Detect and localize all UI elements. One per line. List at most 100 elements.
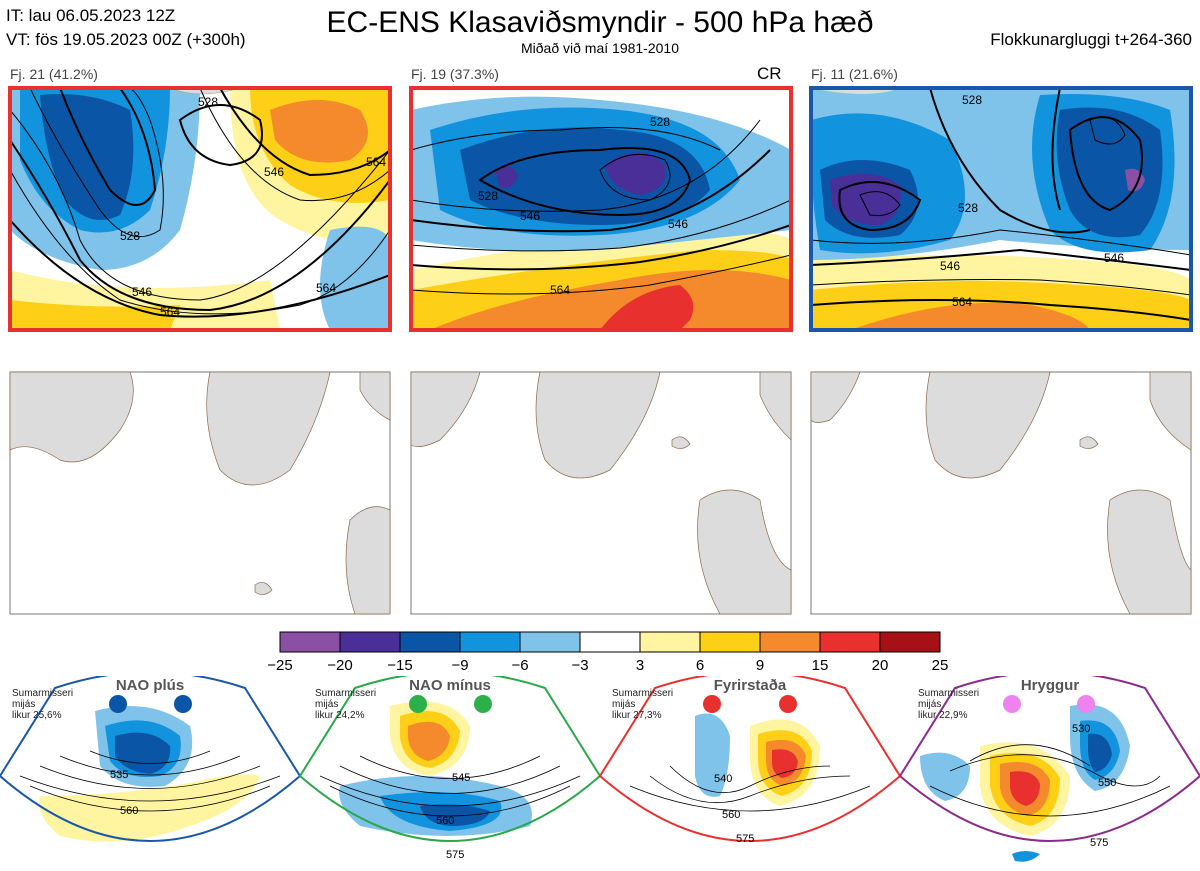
valid-time: VT: fös 19.05.2023 00Z (+300h)	[6, 30, 246, 49]
contour-label: 575	[446, 849, 464, 861]
regime-1-title: NAO plús	[115, 677, 185, 694]
colorbar-bin	[879, 631, 941, 653]
colorbar-tick-label: 6	[696, 657, 704, 674]
contour-label: 528	[198, 95, 218, 109]
classification-window: Flokkunargluggi t+264-360	[990, 30, 1192, 49]
contour-label: 564	[550, 283, 570, 297]
colorbar-bin	[759, 631, 821, 653]
colorbar-tick-label: −6	[511, 657, 528, 674]
colorbar-bin	[519, 631, 581, 653]
contour-label: 545	[452, 772, 470, 784]
cluster-maps: 528 546 564 564 546 528 564 528 528	[8, 86, 1193, 615]
colorbar-bin	[699, 631, 761, 653]
colorbar-tick-label: −9	[451, 657, 468, 674]
page-title: EC-ENS Klasaviðsmyndir - 500 hPa hæð	[326, 6, 874, 39]
contour-label: 564	[952, 295, 972, 309]
contour-label: 564	[366, 155, 386, 169]
regime-info-line: mijás	[315, 699, 339, 710]
contour-label: 560	[436, 815, 454, 827]
cluster-map-2: 528 528 546 546 564	[411, 88, 791, 330]
colorbar-tick-label: 15	[812, 657, 829, 674]
contour-label: 575	[1090, 837, 1108, 849]
regime-info-line: likur 27,3%	[612, 710, 662, 721]
contour-label: 546	[668, 217, 688, 231]
contour-label: 528	[962, 93, 982, 107]
contour-label: 546	[264, 165, 284, 179]
colorbar-tick-label: 25	[932, 657, 949, 674]
panel-2-label: Fj. 19 (37.3%)	[411, 66, 499, 82]
panel-1-border	[8, 86, 392, 332]
regime-3-dot-right	[779, 695, 797, 713]
colorbar-tick-label: −15	[387, 657, 412, 674]
panel-2-border	[409, 86, 793, 332]
colorbar-tick-label: 3	[636, 657, 644, 674]
colorbar-tick-label: −25	[267, 657, 292, 674]
contour-label: 528	[478, 189, 498, 203]
regime-1-dot-right	[174, 695, 192, 713]
page-subtitle: Miðað við maí 1981-2010	[521, 40, 679, 56]
regime-info-line: likur 24,2%	[315, 710, 365, 721]
colorbar-tick-label: 20	[872, 657, 889, 674]
regime-info-line: likur 22,9%	[918, 710, 968, 721]
regime-info-line: Sumarmisseri	[612, 688, 674, 699]
regime-diagrams: 535 560 545 560 575 540	[0, 676, 1200, 862]
header-info: IT: lau 06.05.2023 12Z VT: fös 19.05.202…	[6, 4, 246, 52]
contour-label: 535	[110, 769, 128, 781]
colorbar-bin	[459, 631, 521, 653]
contour-label: 530	[1072, 723, 1090, 735]
contour-label: 564	[316, 281, 336, 295]
cluster-map-3: 528 528 546 546 564	[811, 88, 1191, 330]
contour-label: 560	[120, 805, 138, 817]
empty-map-2	[410, 371, 792, 615]
regime-info-line: mijás	[918, 699, 942, 710]
regime-4-dot-right	[1077, 695, 1095, 713]
colorbar-bin	[399, 631, 461, 653]
colorbar-bin	[819, 631, 881, 653]
empty-map-1	[9, 371, 391, 615]
regime-info-line: Sumarmisseri	[12, 688, 74, 699]
contour-label: 564	[160, 305, 180, 319]
contour-label: 540	[714, 773, 732, 785]
contour-label: 546	[940, 259, 960, 273]
contour-label: 528	[650, 115, 670, 129]
contour-label: 546	[1104, 251, 1124, 265]
colorbar-bin	[639, 631, 701, 653]
regime-3-title: Fyrirstaða	[713, 677, 787, 694]
regime-nao-plus: 535 560	[0, 676, 302, 842]
panel-2-tag: CR	[757, 64, 782, 83]
colorbar-bin	[339, 631, 401, 653]
regime-2-dot-left	[409, 695, 427, 713]
regime-3-info: Sumarmisseri mijás likur 27,3%	[612, 688, 673, 721]
regime-2-info: Sumarmisseri mijás likur 24,2%	[315, 688, 376, 721]
contour-label: 575	[736, 833, 754, 845]
colorbar-bin	[279, 631, 341, 653]
colorbar-tick-label: 9	[756, 657, 764, 674]
contour-label: 528	[120, 229, 140, 243]
regime-info-line: Sumarmisseri	[315, 688, 377, 699]
init-time: IT: lau 06.05.2023 12Z	[6, 6, 176, 25]
panel-1-label: Fj. 21 (41.2%)	[10, 66, 98, 82]
contour-label: 546	[520, 209, 540, 223]
regime-2-dot-right	[474, 695, 492, 713]
contour-label: 528	[958, 201, 978, 215]
regime-4-title: Hryggur	[1020, 677, 1080, 694]
regime-nao-minus: 545 560 575	[298, 676, 602, 861]
regime-1-dot-left	[109, 695, 127, 713]
contour-label: 560	[722, 809, 740, 821]
empty-map-3	[810, 371, 1192, 615]
regime-4-dot-left	[1003, 695, 1021, 713]
regime-info-line: mijás	[12, 699, 36, 710]
regime-ridge: 530 550 575	[898, 676, 1200, 862]
contour-label: 550	[1098, 777, 1116, 789]
regime-3-dot-left	[703, 695, 721, 713]
colorbar-bin	[579, 631, 641, 653]
regime-1-info: Sumarmisseri mijás likur 25,6%	[12, 688, 73, 721]
regime-info-line: mijás	[612, 699, 636, 710]
regime-info-line: Sumarmisseri	[918, 688, 980, 699]
colorbar: −25 −20 −15 −9 −6 −3 3 6 9 15 20 25	[267, 631, 949, 674]
regime-4-info: Sumarmisseri mijás likur 22,9%	[918, 688, 979, 721]
colorbar-tick-label: −3	[571, 657, 588, 674]
colorbar-tick-label: −20	[327, 657, 352, 674]
cluster-map-1: 528 546 564 564 546 528 564	[10, 88, 390, 330]
regime-blocking: 540 560 575	[598, 676, 902, 845]
